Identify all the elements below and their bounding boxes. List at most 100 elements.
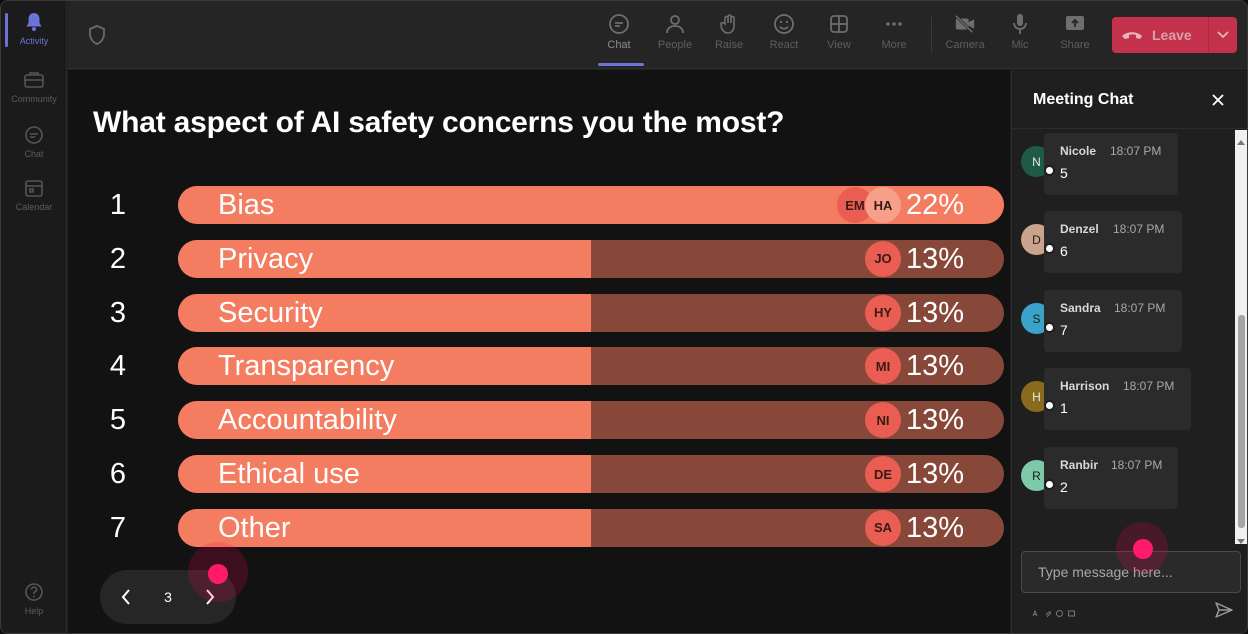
voter-avatar: DE [865, 456, 901, 492]
rail-item-community[interactable]: Community [1, 59, 67, 113]
cursor-pointer [1133, 539, 1153, 559]
option-percent: 13% [905, 296, 964, 329]
scroll-up-icon[interactable] [1237, 132, 1245, 145]
message-time: 18:07 PM [1111, 458, 1163, 472]
poll-option[interactable]: 7 Other 13% SA [68, 508, 1010, 547]
option-number: 2 [109, 242, 127, 275]
voter-avatar: SA [865, 509, 901, 546]
shield-icon[interactable] [88, 25, 106, 45]
option-number: 6 [109, 458, 127, 490]
toolbar-share-button[interactable]: Share [1050, 13, 1100, 61]
left-rail: Activity Community Chat Calendar Help [1, 1, 67, 633]
voter-avatar: HY [865, 294, 901, 331]
option-number: 7 [109, 511, 127, 544]
rail-item-activity[interactable]: Activity [1, 1, 67, 55]
toolbar-button-label: Camera [945, 39, 985, 51]
rail-item-label: Help [24, 606, 44, 616]
page-number: 3 [164, 589, 172, 605]
toolbar-button-label: Chat [607, 39, 631, 51]
rail-item-help[interactable]: Help [1, 571, 67, 625]
poll-option[interactable]: 6 Ethical use 13% DE [68, 455, 1010, 493]
rail-item-calendar[interactable]: Calendar [1, 167, 67, 221]
chevron-down-icon[interactable] [1209, 31, 1237, 39]
presence-status-icon [1044, 479, 1055, 490]
option-label: Ethical use [218, 458, 360, 490]
option-percent: 13% [905, 458, 964, 490]
hand-icon [718, 13, 740, 35]
more-icon [883, 13, 905, 35]
meeting-toolbar: Chat People Raise React View [68, 1, 1247, 69]
scroll-down-icon[interactable] [1237, 532, 1245, 544]
toolbar-react-button[interactable]: React [759, 13, 809, 61]
option-bar-fill [178, 239, 591, 278]
chat-message-input[interactable] [1021, 551, 1241, 593]
chat-message[interactable]: Denzel 18:07 PM 6 [1044, 211, 1182, 273]
people-icon [664, 13, 686, 35]
presence-status-icon [1044, 165, 1055, 176]
chat-message[interactable]: Harrison 18:07 PM 1 [1044, 368, 1191, 430]
toolbar-button-label: React [769, 39, 799, 51]
format-icon[interactable] [1032, 604, 1039, 617]
chat-message[interactable]: Ranbir 18:07 PM 2 [1044, 447, 1178, 509]
option-bar-fill [178, 347, 591, 386]
help-icon [23, 581, 45, 603]
message-text: 5 [1060, 165, 1068, 181]
chat-icon [608, 13, 630, 35]
voter-avatar: MI [865, 348, 901, 385]
option-number: 1 [109, 189, 127, 221]
option-label: Accountability [218, 404, 397, 437]
rail-item-chat[interactable]: Chat [1, 114, 67, 168]
chevron-right-icon[interactable] [198, 585, 222, 609]
message-sender: Nicole [1060, 144, 1097, 158]
toolbar-button-label: People [657, 39, 693, 51]
close-icon[interactable] [1208, 90, 1228, 110]
toolbar-camera-button[interactable]: Camera [940, 13, 990, 61]
gif-icon[interactable] [1068, 604, 1075, 617]
chevron-left-icon[interactable] [114, 585, 138, 609]
rail-item-label: Calendar [15, 202, 53, 212]
presence-status-icon [1044, 243, 1055, 254]
option-percent: 13% [905, 242, 964, 275]
leave-button[interactable]: Leave [1112, 17, 1237, 53]
option-percent: 13% [905, 404, 964, 437]
poll-option[interactable]: 2 Privacy 13% JO [68, 239, 1010, 278]
poll-option[interactable]: 4 Transparency 13% MI [68, 347, 1010, 386]
poll-option[interactable]: 5 Accountability 13% NI [68, 401, 1010, 440]
chat-message[interactable]: Nicole 18:07 PM 5 [1044, 133, 1178, 195]
toolbar-raise-button[interactable]: Raise [704, 13, 754, 61]
poll-option[interactable]: 1 Bias 22% EM HA [68, 186, 1010, 224]
chat-icon [23, 124, 45, 146]
poll-option[interactable]: 3 Security 13% HY [68, 293, 1010, 332]
toolbar-mic-button[interactable]: Mic [995, 13, 1045, 61]
toolbar-more-button[interactable]: More [869, 13, 919, 61]
leave-label: Leave [1152, 27, 1192, 43]
option-bar: Privacy 13% JO [178, 239, 1004, 278]
chat-message[interactable]: Sandra 18:07 PM 7 [1044, 290, 1182, 352]
toolbar-button-label: Share [1060, 39, 1090, 51]
option-label: Security [218, 296, 323, 329]
option-label: Other [218, 511, 291, 544]
toolbar-chat-button[interactable]: Chat [594, 13, 644, 61]
share-icon [1064, 13, 1086, 35]
message-text: 2 [1060, 479, 1068, 495]
toolbar-view-button[interactable]: View [814, 13, 864, 61]
chat-scrollbar-thumb[interactable] [1238, 315, 1245, 528]
voter-avatar: JO [865, 240, 901, 277]
hang-up-icon [1112, 17, 1152, 53]
option-bar-fill [178, 293, 591, 332]
message-text: 6 [1060, 243, 1068, 259]
message-sender: Ranbir [1060, 458, 1099, 472]
rail-item-label: Community [11, 94, 57, 104]
option-bar-fill [178, 401, 591, 440]
option-bar: Security 13% HY [178, 293, 1004, 332]
option-number: 5 [109, 404, 127, 437]
chat-divider [1012, 128, 1247, 129]
option-bar: Bias 22% EM HA [178, 186, 1004, 224]
option-bar: Transparency 13% MI [178, 347, 1004, 386]
attach-icon[interactable] [1044, 604, 1052, 618]
emoji-icon[interactable] [1056, 604, 1063, 617]
toolbar-people-button[interactable]: People [650, 13, 700, 61]
send-icon[interactable] [1214, 600, 1234, 620]
option-percent: 13% [905, 511, 964, 544]
option-number: 3 [109, 296, 127, 329]
